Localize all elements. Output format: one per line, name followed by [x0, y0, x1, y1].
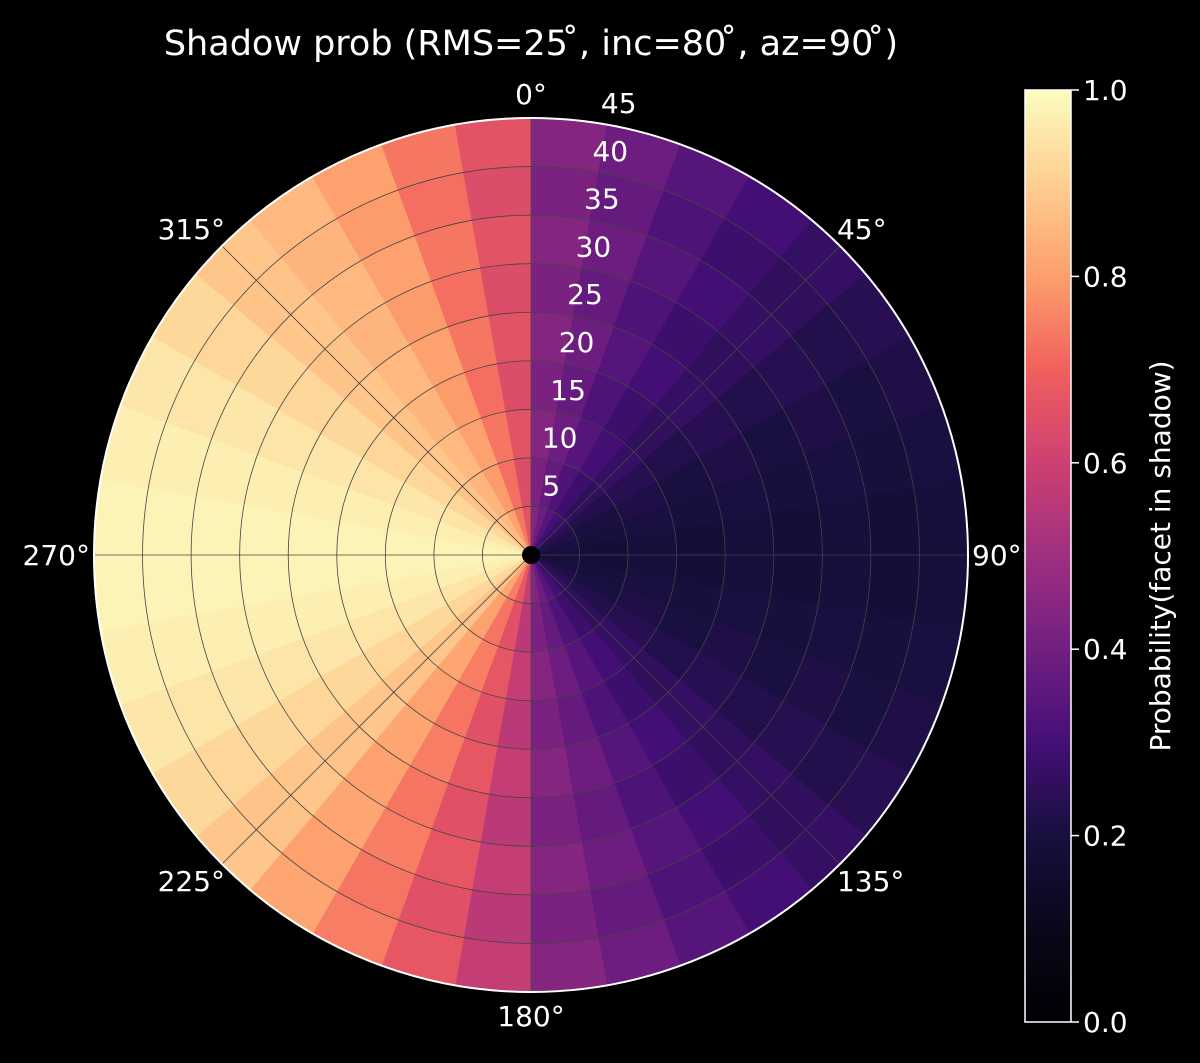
- heatmap-cell: [480, 263, 532, 317]
- colorbar-label: Probability(facet in shadow): [1144, 360, 1177, 751]
- polar-outer-spine: [93, 117, 969, 993]
- angular-gridlines: [94, 118, 968, 992]
- heatmap-cell: [480, 793, 532, 847]
- heatmap-cell: [865, 487, 920, 556]
- heatmap-cell: [471, 841, 532, 896]
- heatmap-cell: [239, 554, 293, 606]
- theta-tick-label: 270°: [23, 539, 90, 572]
- heatmap-cell: [239, 504, 293, 556]
- colorbar: [1024, 89, 1072, 1023]
- angular-gridline: [530, 245, 841, 556]
- theta-tick-label: 225°: [158, 865, 225, 898]
- heatmap-cell: [769, 504, 823, 556]
- radial-tick-label: 45: [601, 87, 637, 120]
- heatmap-cell: [817, 554, 872, 615]
- radial-tick-label: 35: [584, 183, 620, 216]
- colorbar-ticks: 0.0 0.2 0.4 0.6 0.8 1.0: [1071, 74, 1128, 1039]
- heatmap-cell: [471, 214, 532, 269]
- colorbar-tick-label: 0.4: [1083, 633, 1128, 666]
- heatmap-cell: [817, 495, 872, 556]
- heatmap-cell: [190, 554, 245, 615]
- theta-tick-label: 45°: [837, 213, 887, 246]
- theta-tick-label: 315°: [158, 213, 225, 246]
- heatmap-cell: [530, 793, 582, 847]
- theta-tick-label: 135°: [837, 865, 904, 898]
- center-marker: [522, 546, 540, 564]
- colorbar-tick-label: 0.6: [1083, 447, 1128, 480]
- colorbar-tick-label: 0.2: [1083, 820, 1128, 853]
- radial-tick-label: 15: [550, 374, 586, 407]
- theta-tick-label: 90°: [972, 539, 1022, 572]
- heatmap-cell: [94, 554, 149, 632]
- colorbar-tick-label: 0.8: [1083, 260, 1128, 293]
- heatmap-cell: [463, 166, 532, 221]
- radial-tick-label: 30: [576, 230, 612, 263]
- theta-tick-label: 0°: [515, 78, 547, 111]
- radial-tick-labels: 5 10 15 20 25 30 35 40 45: [542, 87, 637, 503]
- radial-tick-label: 20: [559, 326, 595, 359]
- heatmap-cell: [530, 841, 591, 896]
- heatmap-cell: [142, 487, 197, 556]
- heatmap-cell: [913, 554, 968, 632]
- heatmap-cell: [463, 889, 532, 944]
- colorbar-tick-label: 1.0: [1083, 74, 1128, 107]
- heatmap-cell: [913, 478, 968, 556]
- angular-gridline: [530, 554, 841, 865]
- heatmap-cell: [190, 495, 245, 556]
- heatmap-cell: [865, 554, 920, 623]
- chart-title: Shadow prob (RMS=25 ̊, inc=80 ̊, az=90 ̊…: [164, 23, 898, 64]
- heatmap-cell: [454, 118, 532, 173]
- radial-tick-label: 10: [542, 422, 578, 455]
- theta-tick-label: 180°: [497, 1000, 564, 1033]
- heatmap-cell: [454, 937, 532, 992]
- heatmap-cell: [530, 937, 608, 992]
- heatmap-cell: [530, 889, 599, 944]
- radial-tick-label: 40: [592, 135, 628, 168]
- radial-tick-label: 25: [567, 278, 603, 311]
- heatmap-cell: [769, 554, 823, 606]
- angular-gridline: [221, 554, 532, 865]
- radial-tick-label: 5: [542, 470, 560, 503]
- angular-gridline: [221, 245, 532, 556]
- colorbar-tick-label: 0.0: [1083, 1006, 1128, 1039]
- heatmap-cell: [94, 478, 149, 556]
- heatmap-cell: [142, 554, 197, 623]
- theta-tick-labels: 0° 45° 90° 135° 180° 225° 270° 315°: [23, 78, 1022, 1033]
